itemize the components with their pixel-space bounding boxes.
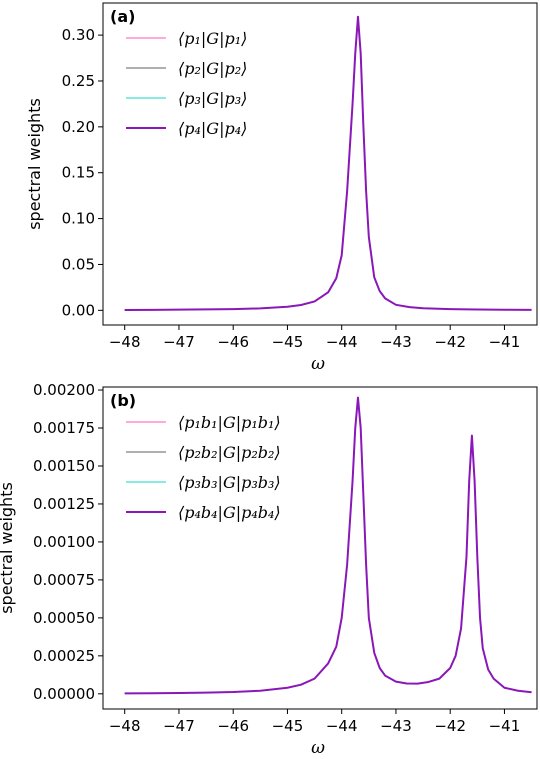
panel-tag: (b) <box>110 391 136 410</box>
series-line-4 <box>124 15 532 311</box>
legend-label-4: ⟨p₄b₄|G|p₄b₄⟩ <box>178 503 281 522</box>
legend-label-2: ⟨p₂|G|p₂⟩ <box>178 59 247 78</box>
x-tick-label: −47 <box>163 717 195 735</box>
y-tick-label: 0.00075 <box>33 571 95 589</box>
y-tick-label: 0.30 <box>62 26 95 44</box>
x-tick-label: −41 <box>489 717 521 735</box>
x-tick-label: −42 <box>434 717 466 735</box>
x-axis-label: ω <box>311 738 325 758</box>
x-axis-label: ω <box>311 354 325 374</box>
y-tick-label: 0.25 <box>62 72 95 90</box>
x-tick-label: −42 <box>434 333 466 351</box>
legend-label-1: ⟨p₁|G|p₁⟩ <box>178 29 247 48</box>
legend-label-3: ⟨p₃b₃|G|p₃b₃⟩ <box>178 473 281 492</box>
x-tick-label: −48 <box>109 333 141 351</box>
y-tick-label: 0.00000 <box>33 685 95 703</box>
series-line-4 <box>124 396 532 695</box>
x-tick-label: −46 <box>217 333 249 351</box>
panel-tag: (a) <box>110 7 135 26</box>
plot-frame <box>102 386 538 710</box>
x-tick-label: −45 <box>272 717 304 735</box>
y-tick-label: 0.00025 <box>33 647 95 665</box>
x-tick-label: −45 <box>272 333 304 351</box>
x-tick-label: −41 <box>489 333 521 351</box>
x-tick-label: −44 <box>326 717 358 735</box>
y-axis-label: spectral weights <box>0 482 16 614</box>
panel-a: −48 −47 −46 −45 −44 −43 −42 −41 0.00 0.05 0.10 0.15… <box>25 2 538 374</box>
x-tick-label: −46 <box>217 717 249 735</box>
x-tick-label: −48 <box>109 717 141 735</box>
x-tick-label: −44 <box>326 333 358 351</box>
plot-frame <box>102 2 538 326</box>
legend-label-2: ⟨p₂b₂|G|p₂b₂⟩ <box>178 443 281 462</box>
y-tick-label: 0.00125 <box>33 495 95 513</box>
legend-label-4: ⟨p₄|G|p₄⟩ <box>178 119 247 138</box>
x-tick-label: −43 <box>380 717 412 735</box>
y-tick-label: 0.15 <box>62 164 95 182</box>
y-tick-label: 0.05 <box>62 255 95 273</box>
x-tick-label: −47 <box>163 333 195 351</box>
y-tick-label: 0.00200 <box>33 381 95 399</box>
y-tick-label: 0.00150 <box>33 457 95 475</box>
legend-label-3: ⟨p₃|G|p₃⟩ <box>178 89 247 108</box>
y-tick-label: 0.00 <box>62 301 95 319</box>
x-tick-label: −43 <box>380 333 412 351</box>
y-tick-label: 0.00175 <box>33 419 95 437</box>
y-tick-label: 0.00100 <box>33 533 95 551</box>
y-tick-label: 0.20 <box>62 118 95 136</box>
legend-label-1: ⟨p₁b₁|G|p₁b₁⟩ <box>178 413 281 432</box>
panel-b: −48 −47 −46 −45 −44 −43 −42 −41 0.00000 0.00025 0.… <box>0 381 538 758</box>
y-tick-label: 0.00050 <box>33 609 95 627</box>
y-tick-label: 0.10 <box>62 210 95 228</box>
y-axis-label: spectral weights <box>25 98 44 230</box>
